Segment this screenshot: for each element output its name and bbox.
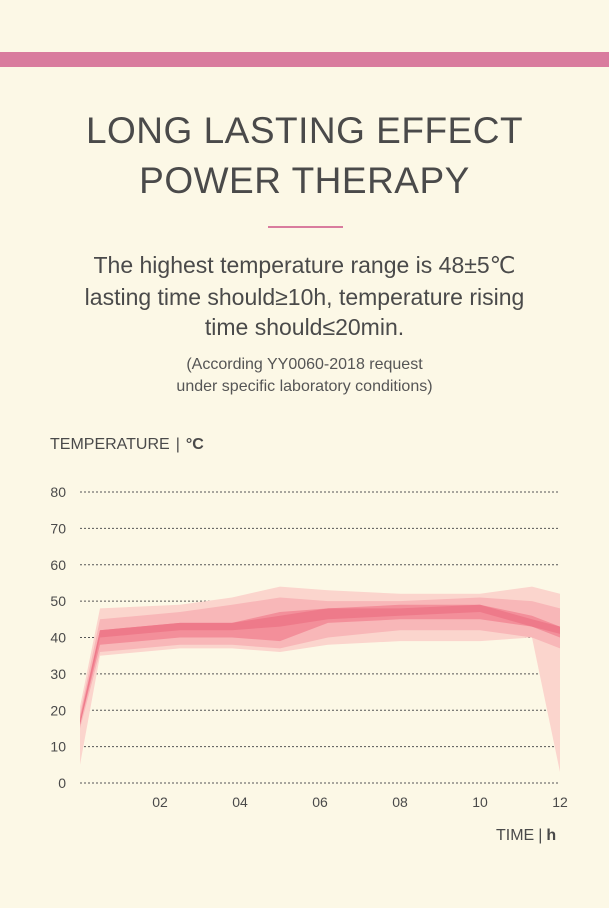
y-tick-label: 0	[58, 775, 66, 791]
temperature-chart: TEMPERATURE | °C 0 10 20 30 40 50 60 70 80 02 04 06 08…	[50, 436, 568, 844]
x-axis-label-unit: h	[546, 827, 556, 844]
x-axis-label-text: TIME	[496, 827, 534, 844]
y-tick-label: 30	[50, 666, 66, 682]
y-tick-label: 20	[50, 702, 66, 718]
note-line-1: (According YY0060-2018 request	[186, 356, 423, 373]
core-band	[80, 604, 560, 725]
title-line-2: POWER THERAPY	[139, 160, 470, 201]
note-line-2: under specific laboratory conditions)	[176, 378, 433, 395]
x-tick-label: 04	[232, 794, 248, 810]
description-line-3: time should≤20min.	[204, 314, 405, 340]
y-tick-label: 80	[50, 484, 66, 500]
x-tick-label: 08	[392, 794, 408, 810]
title-divider	[268, 226, 343, 228]
x-axis-label-separator: |	[538, 827, 542, 844]
y-tick-label: 40	[50, 630, 66, 646]
description-line-2: lasting time should≥10h, temperature ris…	[84, 284, 525, 310]
inner-band	[80, 604, 560, 725]
y-tick-label: 50	[50, 593, 66, 609]
y-axis-label-unit: °C	[186, 436, 204, 453]
y-axis-label: TEMPERATURE | °C	[50, 436, 204, 453]
title-line-1: LONG LASTING EFFECT	[85, 110, 524, 151]
y-axis-label-separator: |	[176, 436, 180, 453]
top-accent-bar	[0, 52, 609, 67]
y-tick-label: 70	[50, 520, 66, 536]
x-tick-label: 12	[552, 794, 568, 810]
data-bands	[80, 586, 560, 773]
y-axis-label-text: TEMPERATURE	[50, 436, 170, 453]
y-tick-label: 10	[50, 739, 66, 755]
x-axis-label: TIME | h	[496, 827, 556, 844]
y-tick-label: 60	[50, 557, 66, 573]
axis-ticks: 0 10 20 30 40 50 60 70 80 02 04 06 08 10 12	[50, 484, 568, 810]
x-tick-label: 02	[152, 794, 168, 810]
x-tick-label: 10	[472, 794, 488, 810]
x-tick-label: 06	[312, 794, 328, 810]
description-line-1: The highest temperature range is 48±5℃	[93, 252, 516, 278]
